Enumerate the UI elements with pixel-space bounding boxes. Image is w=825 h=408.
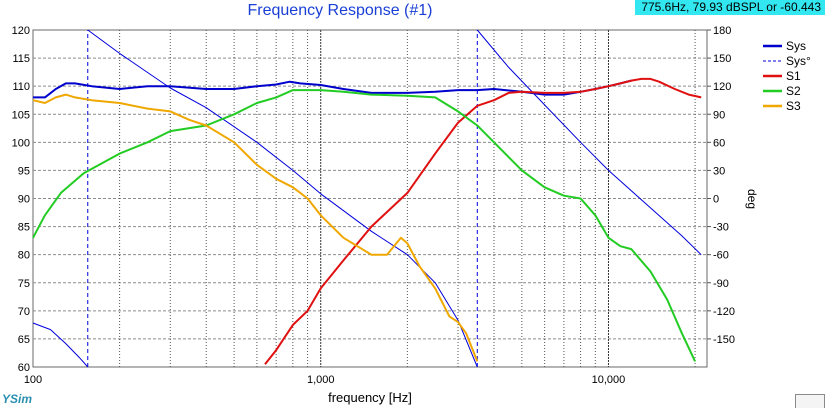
series-sys-phase-line	[87, 29, 478, 368]
y-tick-label: 90	[18, 194, 30, 206]
x-axis-title: frequency [Hz]	[328, 390, 412, 405]
x-tick-label: 100	[24, 374, 42, 386]
y-right-tick-label: 60	[713, 137, 725, 149]
y-right-tick-label: -90	[713, 278, 729, 290]
y-tick-label: 110	[12, 81, 30, 93]
axis-labels: 60 65 70 75 80 85 90 95 100 105 110 115 120 -150 -120 -…	[12, 25, 735, 386]
series-s2-line	[32, 89, 697, 362]
right-axis-title: deg	[745, 189, 759, 209]
y-right-tick-label: 120	[713, 81, 731, 93]
y-tick-label: 115	[12, 53, 30, 65]
y-tick-label: 75	[18, 278, 30, 290]
y-right-tick-label: -30	[713, 222, 729, 234]
legend-label: S3	[786, 99, 801, 113]
y-tick-label: 100	[12, 137, 30, 149]
y-right-tick-label: 90	[713, 109, 725, 121]
series-s1-line	[264, 77, 702, 365]
x-tick-label: 10,000	[592, 374, 626, 386]
series-sys-phase-line	[32, 322, 89, 368]
legend-label: Sys°	[786, 54, 811, 68]
y-tick-label: 85	[18, 222, 30, 234]
y-tick-label: 80	[18, 250, 30, 262]
y-tick-label: 95	[18, 165, 30, 177]
cursor-readout: 775.6Hz, 79.93 dBSPL or -60.443	[635, 0, 825, 15]
y-tick-label: 120	[12, 25, 30, 37]
series-layer	[32, 29, 702, 368]
y-tick-label: 70	[18, 306, 30, 318]
series-s3-line	[32, 93, 479, 362]
legend-label: S1	[786, 69, 801, 83]
y-right-tick-label: -120	[713, 306, 735, 318]
y-tick-label: 60	[18, 362, 30, 374]
y-right-tick-label: 180	[713, 25, 731, 37]
y-tick-label: 65	[18, 334, 30, 346]
chart-title: Frequency Response (#1)	[247, 2, 433, 19]
series-sys-phase-line	[476, 29, 702, 256]
y-right-tick-label: -60	[713, 250, 729, 262]
x-tick-label: 1,000	[307, 374, 335, 386]
y-right-tick-label: 30	[713, 165, 725, 177]
brand-fragment: YSim	[2, 392, 33, 406]
legend-label: Sys	[786, 39, 806, 53]
legend-label: S2	[786, 84, 801, 98]
y-right-tick-label: 0	[713, 194, 719, 206]
y-right-tick-label: 150	[713, 53, 731, 65]
y-tick-label: 105	[12, 109, 30, 121]
y-right-tick-label: -150	[713, 334, 735, 346]
series-sys-line	[33, 79, 632, 99]
